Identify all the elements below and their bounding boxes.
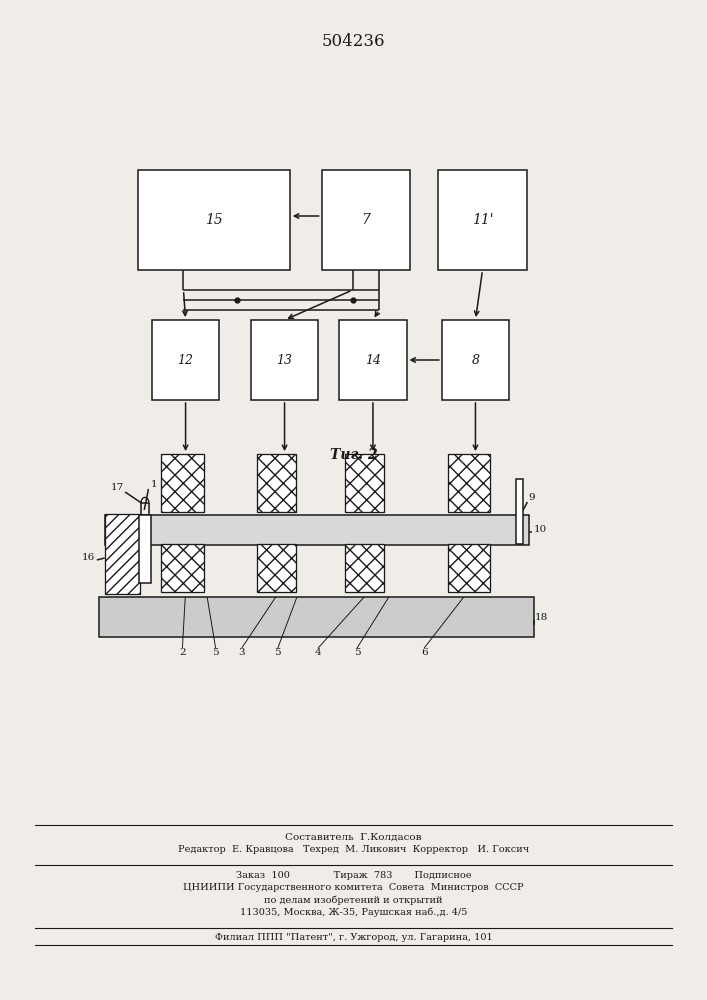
Bar — [139, 515, 151, 583]
Text: 17: 17 — [110, 483, 124, 492]
Text: 14: 14 — [365, 354, 381, 366]
Bar — [105, 514, 140, 594]
Text: Τиг. 2: Τиг. 2 — [329, 448, 378, 462]
Bar — [251, 320, 318, 400]
Bar — [138, 170, 290, 270]
Text: 5: 5 — [212, 648, 219, 657]
Bar — [448, 454, 490, 512]
Bar — [257, 454, 296, 512]
Text: 7: 7 — [361, 213, 370, 227]
Text: 15: 15 — [205, 213, 223, 227]
Text: 6: 6 — [421, 648, 428, 657]
Bar — [345, 544, 384, 592]
Text: 12: 12 — [177, 354, 194, 366]
Bar — [99, 597, 534, 637]
Text: 9: 9 — [529, 493, 535, 502]
Text: 11': 11' — [472, 213, 493, 227]
Text: 3: 3 — [238, 648, 245, 657]
Bar — [257, 544, 296, 592]
Bar — [105, 515, 529, 545]
Text: 10: 10 — [534, 525, 547, 534]
Bar — [438, 170, 527, 270]
Text: 1: 1 — [151, 480, 157, 489]
Bar — [161, 454, 204, 512]
Bar — [152, 320, 219, 400]
Bar — [448, 544, 490, 592]
Text: по делам изобретений и открытий: по делам изобретений и открытий — [264, 895, 443, 905]
Bar — [161, 544, 204, 592]
Text: 4: 4 — [315, 648, 322, 657]
Text: 18: 18 — [535, 613, 549, 622]
Text: 16: 16 — [82, 553, 95, 562]
Text: Заказ  100              Тираж  783       Подписное: Заказ 100 Тираж 783 Подписное — [235, 871, 472, 880]
Text: 13: 13 — [276, 354, 293, 366]
Bar — [345, 454, 384, 512]
Text: 8: 8 — [472, 354, 479, 366]
Text: 504236: 504236 — [322, 33, 385, 50]
Bar — [442, 320, 509, 400]
Text: 5: 5 — [354, 648, 361, 657]
Text: Филиал ППП "Патент", г. Ужгород, ул. Гагарина, 101: Филиал ППП "Патент", г. Ужгород, ул. Гаг… — [215, 934, 492, 942]
Bar — [339, 320, 407, 400]
Text: 5: 5 — [274, 648, 281, 657]
Text: Составитель  Г.Колдасов: Составитель Г.Колдасов — [285, 832, 422, 842]
Text: 113035, Москва, Ж-35, Раушская наб.,д. 4/5: 113035, Москва, Ж-35, Раушская наб.,д. 4… — [240, 907, 467, 917]
Text: ЦНИИПИ Государственного комитета  Совета  Министров  СССР: ЦНИИПИ Государственного комитета Совета … — [183, 884, 524, 892]
Bar — [322, 170, 410, 270]
Bar — [516, 479, 523, 544]
Text: 2: 2 — [179, 648, 186, 657]
Text: Редактор  Е. Кравцова   Техред  М. Ликович  Корректор   И. Гоксич: Редактор Е. Кравцова Техред М. Ликович К… — [178, 844, 529, 854]
